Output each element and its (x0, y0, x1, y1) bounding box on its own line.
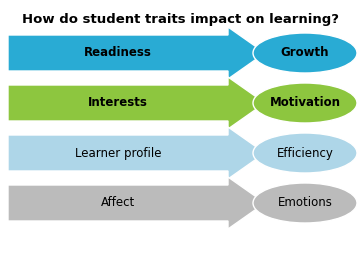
Polygon shape (8, 177, 265, 229)
Text: Motivation: Motivation (270, 96, 341, 109)
Ellipse shape (253, 33, 357, 73)
Ellipse shape (253, 133, 357, 173)
Text: Interests: Interests (88, 96, 148, 109)
Ellipse shape (253, 83, 357, 123)
Text: How do student traits impact on learning?: How do student traits impact on learning… (22, 12, 338, 25)
Polygon shape (8, 27, 265, 79)
Text: Efficiency: Efficiency (276, 147, 333, 160)
Polygon shape (8, 127, 265, 179)
Ellipse shape (253, 183, 357, 223)
Text: Learner profile: Learner profile (75, 147, 161, 160)
Text: Emotions: Emotions (278, 196, 332, 209)
Text: Growth: Growth (281, 47, 329, 60)
Polygon shape (8, 77, 265, 129)
Text: Readiness: Readiness (84, 47, 152, 60)
Text: Affect: Affect (101, 196, 135, 209)
